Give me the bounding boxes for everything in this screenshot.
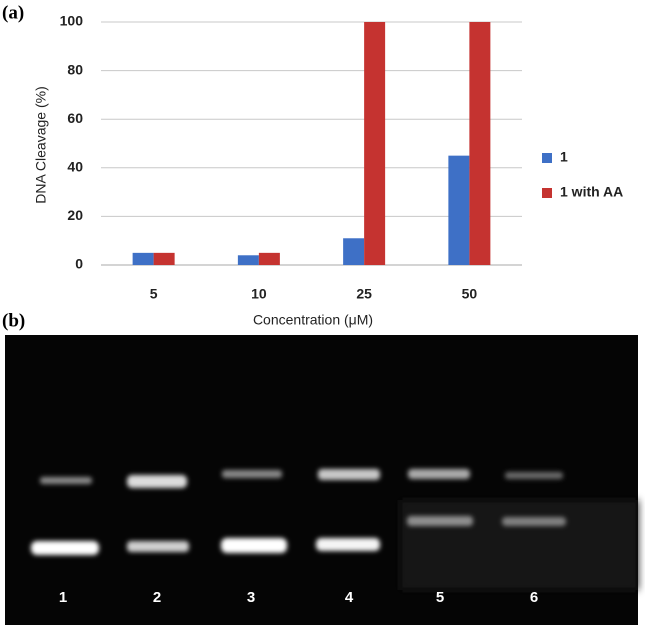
- lane-label: 6: [530, 589, 538, 606]
- lane-label: 4: [345, 589, 354, 606]
- y-tick-label: 60: [67, 110, 83, 126]
- legend-label: 1: [560, 149, 568, 165]
- gel-band: [127, 541, 189, 552]
- gel-band: [502, 517, 566, 526]
- bar: [153, 252, 175, 265]
- gel-band: [40, 477, 92, 484]
- gel-band: [408, 469, 470, 479]
- x-tick-label: 10: [251, 286, 267, 302]
- panel-label: (a): [2, 2, 24, 23]
- legend-swatch: [542, 188, 552, 198]
- gel-band: [316, 538, 380, 551]
- y-axis-title: DNA Cleavage (%): [33, 86, 49, 204]
- lane-label: 2: [153, 589, 161, 606]
- y-tick-label: 80: [67, 61, 83, 77]
- lane-labels: 1 2 3 4 5 6: [59, 589, 538, 606]
- lane-label: 1: [59, 589, 67, 606]
- y-tick-label: 0: [75, 256, 83, 272]
- x-tick-label: 50: [462, 286, 478, 302]
- lane-label: 5: [436, 589, 444, 606]
- x-tick-label: 25: [356, 286, 372, 302]
- bar: [132, 252, 154, 265]
- gel-band: [221, 538, 287, 553]
- gel-band: [505, 472, 563, 479]
- bar: [469, 22, 491, 265]
- y-tick-label: 20: [67, 207, 83, 223]
- gel-image: [5, 335, 638, 625]
- gel-bands: [31, 469, 566, 555]
- lane-label: 3: [247, 589, 255, 606]
- gel-band: [127, 475, 187, 488]
- plot-area: 0 20 40 60 80 100 5 10 25 50 1 1 with AA: [60, 13, 624, 302]
- gel-band: [31, 541, 99, 555]
- x-axis-title: Concentration (μM): [253, 312, 373, 328]
- gel-smear: [400, 500, 638, 590]
- x-tick-label: 5: [150, 286, 158, 302]
- bar: [364, 22, 386, 265]
- y-tick-label: 100: [60, 13, 84, 29]
- y-tick-label: 40: [67, 159, 83, 175]
- bar: [448, 155, 470, 265]
- gel-band: [222, 470, 282, 478]
- bar: [237, 255, 259, 265]
- bar: [258, 252, 280, 265]
- legend-label: 1 with AA: [560, 184, 623, 200]
- bar: [343, 238, 365, 265]
- gel-band: [318, 469, 380, 480]
- gel-band: [407, 516, 473, 526]
- legend-swatch: [542, 153, 552, 163]
- panel-label: (b): [2, 310, 25, 331]
